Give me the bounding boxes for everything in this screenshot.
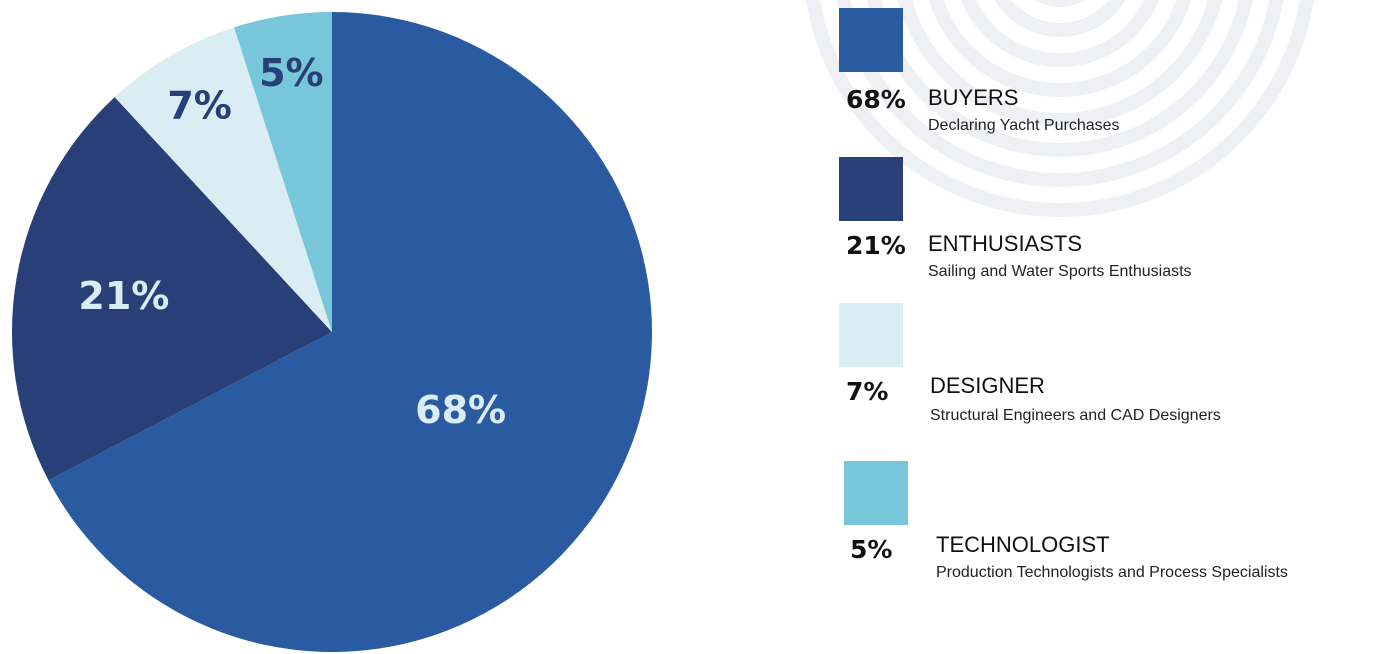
pie-label-enthusiasts: 21% xyxy=(78,274,169,318)
legend-swatch-designer xyxy=(839,303,903,367)
pie-slice-technologist xyxy=(234,12,332,332)
pie-label-designer: 7% xyxy=(167,83,232,127)
legend-title-buyers: BUYERS xyxy=(928,85,1019,110)
background-ring xyxy=(960,0,1160,67)
legend-title-enthusiasts: ENTHUSIASTS xyxy=(928,231,1083,256)
legend-swatch-technologist xyxy=(844,461,908,525)
pie-label-buyers: 68% xyxy=(415,388,506,432)
legend-title-designer: DESIGNER xyxy=(930,373,1045,398)
legend-percent-technologist: 5% xyxy=(850,535,893,564)
legend-swatch-buyers xyxy=(839,8,903,72)
legend-title-technologist: TECHNOLOGIST xyxy=(936,532,1110,557)
legend-subtitle-technologist: Production Technologists and Process Spe… xyxy=(936,564,1288,581)
legend-swatch-enthusiasts xyxy=(839,157,903,221)
pie-slice-buyers xyxy=(48,12,652,652)
legend-subtitle-designer: Structural Engineers and CAD Designers xyxy=(930,407,1221,424)
legend-subtitle-buyers: Declaring Yacht Purchases xyxy=(928,117,1120,134)
pie-chart: 68% 21% 7% 5% xyxy=(11,12,652,652)
background-ring xyxy=(994,0,1126,37)
background-ring xyxy=(836,0,1284,187)
legend-percent-buyers: 68% xyxy=(846,85,906,114)
pie-label-technologist: 5% xyxy=(259,51,324,95)
legend-subtitle-enthusiasts: Sailing and Water Sports Enthusiasts xyxy=(928,263,1192,280)
background-ring xyxy=(897,0,1223,127)
background-ring xyxy=(929,0,1191,97)
pie-slice-designer xyxy=(114,27,332,333)
pie-slice-enthusiasts xyxy=(11,97,332,481)
background-ring xyxy=(867,0,1253,157)
legend-percent-designer: 7% xyxy=(846,377,889,406)
legend-percent-enthusiasts: 21% xyxy=(846,231,906,260)
background-ring xyxy=(806,0,1314,217)
